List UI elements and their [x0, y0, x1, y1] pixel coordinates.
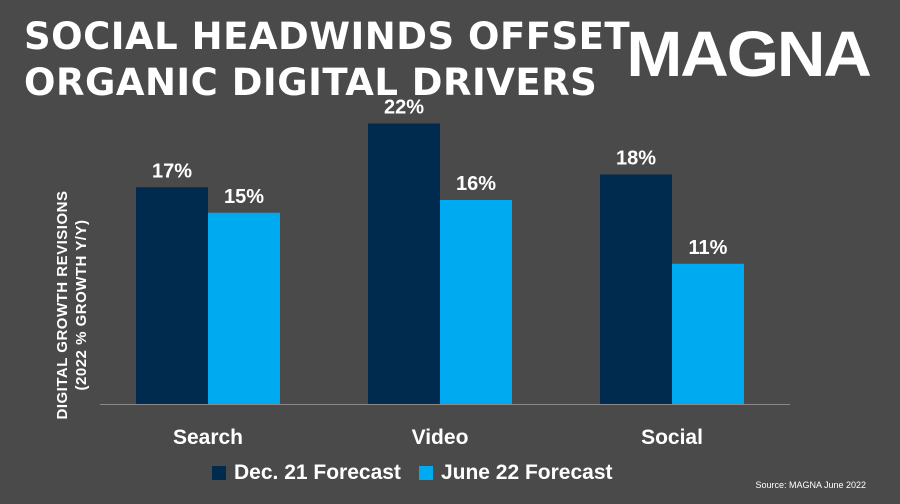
title-line-2: ORGANIC DIGITAL DRIVERS: [24, 61, 598, 104]
legend-label-june: June 22 Forecast: [440, 461, 613, 484]
bar-social-dec: [600, 174, 672, 404]
category-label-video: Video: [412, 426, 469, 449]
data-label-search-dec: 17%: [152, 160, 192, 182]
bar-search-june: [208, 212, 280, 404]
legend-item-june: June 22 Forecast: [418, 461, 613, 485]
data-label-video-dec: 22%: [384, 97, 424, 119]
legend-swatch-june: [418, 466, 433, 480]
source-note: Source: MAGNA June 2022: [755, 480, 866, 490]
bar-social-june: [672, 263, 744, 404]
bar-video-dec: [368, 123, 440, 404]
legend-item-dec: Dec. 21 Forecast: [212, 461, 401, 485]
data-label-social-june: 11%: [689, 237, 728, 259]
chart-title: SOCIAL HEADWINDS OFFSET ORGANIC DIGITAL …: [24, 14, 630, 106]
category-label-search: Search: [173, 426, 243, 449]
legend-label-dec: Dec. 21 Forecast: [234, 461, 401, 484]
legend-swatch-dec: [212, 466, 226, 480]
legend: Dec. 21 Forecast June 22 Forecast: [212, 461, 613, 485]
title-line-1: SOCIAL HEADWINDS OFFSET: [24, 15, 631, 58]
category-label-social: Social: [641, 426, 703, 449]
bar-search-dec: [136, 187, 208, 404]
data-label-video-june: 16%: [456, 173, 496, 195]
bar-video-june: [440, 200, 512, 404]
magna-logo: MAGNA: [626, 18, 872, 90]
data-label-search-june: 15%: [224, 186, 264, 208]
data-label-social-dec: 18%: [616, 148, 656, 170]
